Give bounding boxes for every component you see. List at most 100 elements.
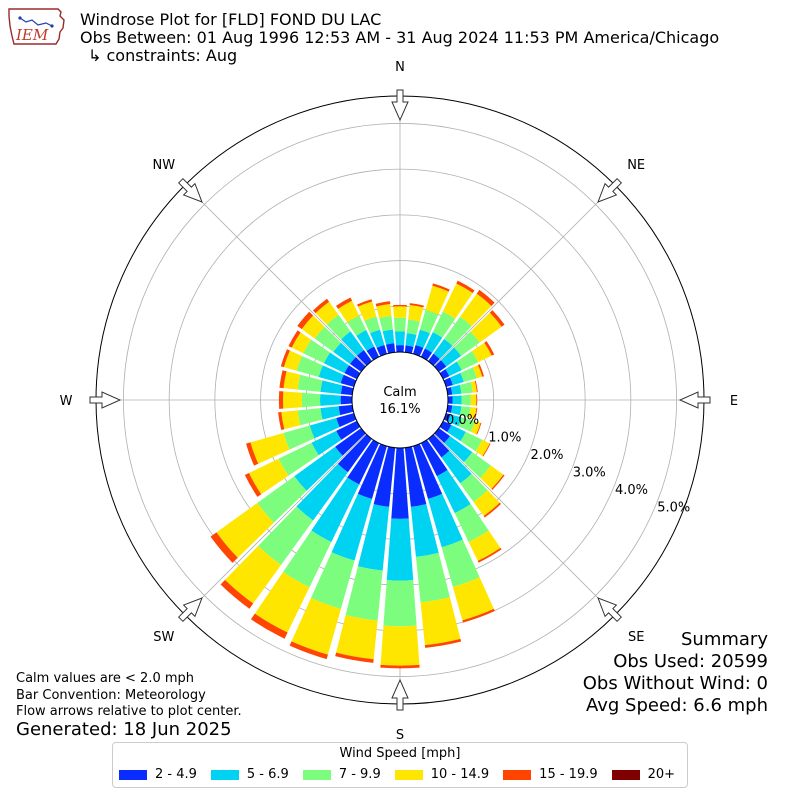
direction-label-s: S xyxy=(396,728,404,740)
legend-title: Wind Speed [mph] xyxy=(339,746,461,761)
wind-bar-50deg-bin3 xyxy=(470,312,502,343)
flow-arrow-shape xyxy=(89,391,122,409)
wind-bar-60deg-bin2 xyxy=(456,351,479,371)
legend-item: 7 - 9.9 xyxy=(302,767,381,782)
direction-label-sw: SW xyxy=(153,630,174,645)
grid-spoke xyxy=(433,184,616,367)
wind-bar-40deg-bin1 xyxy=(433,338,453,360)
wind-bar-330deg-bin4 xyxy=(336,297,353,309)
legend-label: 5 - 6.9 xyxy=(246,767,289,782)
wind-bar-110deg-bin1 xyxy=(447,414,462,427)
wind-bar-100deg-bin1 xyxy=(450,405,462,416)
speed-legend: Wind Speed [mph] 2 - 4.9 5 - 6.9 7 - 9.9 10… xyxy=(112,742,688,788)
wind-bar-260deg-bin3 xyxy=(281,410,301,430)
wind-bar-60deg-bin3 xyxy=(471,342,492,363)
wind-bar-300deg-bin1 xyxy=(323,352,349,374)
wind-bar-330deg-bin2 xyxy=(347,315,367,336)
wind-bar-340deg-bin2 xyxy=(364,316,381,334)
wind-bar-310deg-bin4 xyxy=(297,311,314,330)
chart-title: Windrose Plot for [FLD] FOND DU LAC xyxy=(80,10,382,29)
wind-bar-320deg-bin1 xyxy=(341,331,364,356)
wind-bar-10deg-bin4 xyxy=(409,303,424,308)
wind-bar-260deg-bin2 xyxy=(297,408,323,426)
wind-bar-260deg-bin1 xyxy=(320,406,341,420)
calm-label: Calm xyxy=(383,385,416,400)
wind-bar-290deg-bin4 xyxy=(280,349,290,368)
wind-bar-160deg-bin2 xyxy=(441,539,480,587)
wind-bar-160deg-bin3 xyxy=(452,577,494,621)
wind-bar-170deg-bin2 xyxy=(415,552,450,603)
windrose-chart: Calm 16.1% 0.0% 1.0% 2.0% 3.0% 4.0% 5.0% N NE E SE S… xyxy=(60,60,739,740)
wind-bar-100deg-bin3 xyxy=(468,407,477,419)
legend-label: 15 - 19.9 xyxy=(539,767,598,782)
wind-bar-250deg-bin1 xyxy=(309,418,340,439)
river-icon xyxy=(19,17,53,27)
wind-bar-70deg-bin2 xyxy=(460,367,477,382)
iowa-state-outline-icon xyxy=(8,8,65,45)
direction-label-w: W xyxy=(60,394,73,409)
wind-bar-140deg-bin1 xyxy=(441,450,472,484)
direction-label-se: SE xyxy=(628,630,644,645)
wind-bar-20deg-bin4 xyxy=(432,283,450,292)
wind-bar-150deg-bin1 xyxy=(436,469,471,514)
wind-bar-340deg-bin1 xyxy=(370,329,385,348)
wind-bar-30deg-bin2 xyxy=(432,311,456,338)
wind-bar-40deg-bin0 xyxy=(428,353,440,366)
flow-arrow-shape xyxy=(177,177,203,203)
wind-bar-120deg-bin1 xyxy=(447,424,466,442)
radial-tick-label: 0.0% xyxy=(446,413,479,428)
wind-bar-200deg-bin2 xyxy=(310,552,355,609)
summary-avg-speed: Avg Speed: 6.6 mph xyxy=(586,695,768,716)
wind-bar-160deg-bin4 xyxy=(462,608,495,623)
summary-heading: Summary xyxy=(681,629,768,650)
wind-bar-230deg-bin3 xyxy=(216,502,274,558)
wind-bar-210deg-bin4 xyxy=(250,613,288,639)
wind-bar-300deg-bin2 xyxy=(303,339,331,364)
wind-bar-340deg-bin3 xyxy=(358,301,377,321)
wind-bar-0deg-bin4 xyxy=(393,304,407,307)
wind-bar-20deg-bin1 xyxy=(415,329,430,348)
wind-bar-300deg-bin4 xyxy=(288,330,301,348)
wind-bar-190deg-bin4 xyxy=(335,652,374,663)
wind-bar-190deg-bin3 xyxy=(336,614,378,660)
flow-arrow-icon xyxy=(177,177,203,203)
flow-arrow-icon xyxy=(597,177,623,203)
wind-bar-290deg-bin0 xyxy=(340,374,357,387)
flow-arrow-shape xyxy=(177,597,203,623)
wind-bar-330deg-bin1 xyxy=(356,330,375,351)
wind-bar-130deg-bin1 xyxy=(444,436,473,463)
wind-bar-350deg-bin2 xyxy=(379,315,393,332)
legend-label: 2 - 4.9 xyxy=(155,767,197,782)
wind-bar-130deg-bin2 xyxy=(463,452,491,479)
wind-bar-210deg-bin3 xyxy=(254,572,310,633)
wind-bar-170deg-bin0 xyxy=(404,446,427,507)
direction-label-e: E xyxy=(730,394,738,409)
wind-bar-30deg-bin1 xyxy=(424,332,443,353)
wind-bar-140deg-bin3 xyxy=(473,490,500,517)
wind-bar-180deg-bin2 xyxy=(383,580,417,627)
wind-bar-50deg-bin1 xyxy=(440,347,462,367)
legend-swatch xyxy=(119,769,147,780)
wind-bar-200deg-bin1 xyxy=(331,493,372,561)
wind-bar-330deg-bin3 xyxy=(338,300,360,323)
legend-label: 7 - 9.9 xyxy=(338,767,381,782)
flow-arrow-icon xyxy=(89,391,122,409)
wind-bar-240deg-bin1 xyxy=(311,430,342,456)
flow-arrow-icon xyxy=(391,89,409,122)
radial-tick-label: 3.0% xyxy=(573,465,606,480)
calm-value: 16.1% xyxy=(379,402,420,417)
wind-bar-240deg-bin3 xyxy=(248,458,289,495)
wind-bar-260deg-bin4 xyxy=(278,412,285,431)
grid-spoke xyxy=(184,433,367,616)
wind-bar-230deg-bin0 xyxy=(335,428,366,456)
wind-bar-30deg-bin4 xyxy=(456,280,475,293)
wind-bar-250deg-bin4 xyxy=(246,442,259,466)
wind-bar-190deg-bin0 xyxy=(373,446,396,507)
wind-bar-0deg-bin3 xyxy=(393,306,407,318)
calm-definition-note: Calm values are < 2.0 mph xyxy=(16,671,195,686)
radial-tick-label: 4.0% xyxy=(615,483,648,498)
wind-bar-200deg-bin0 xyxy=(357,443,387,499)
direction-label-nw: NW xyxy=(153,158,176,173)
summary-obs-without-wind: Obs Without Wind: 0 xyxy=(582,673,768,694)
wind-bar-350deg-bin0 xyxy=(385,343,396,354)
